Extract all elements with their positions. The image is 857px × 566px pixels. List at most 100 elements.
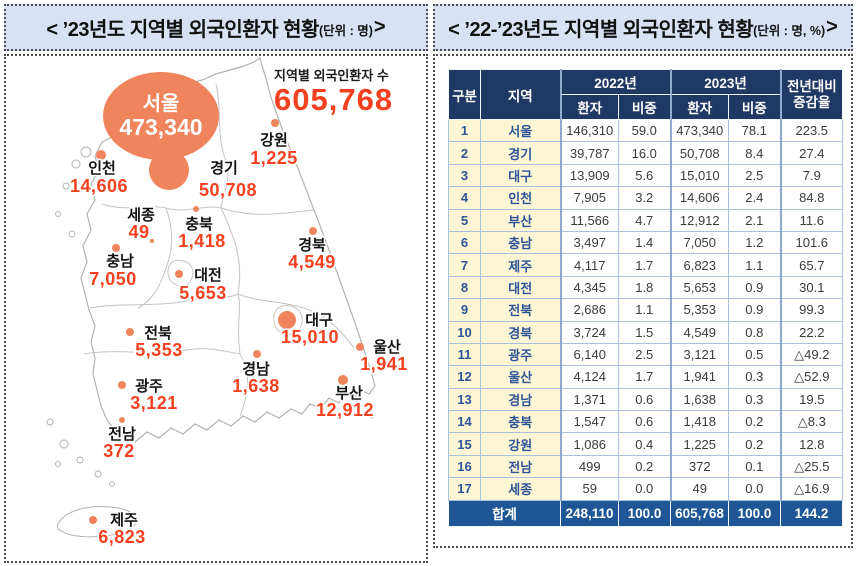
total-yoy: 144.2 — [780, 499, 844, 527]
region-dot-jeonnam — [119, 417, 125, 423]
region-name-chungbuk: 충북 — [185, 216, 213, 233]
share-2023: 0.2 — [728, 432, 782, 456]
region-name-jeonnam: 전남 — [108, 426, 136, 443]
yoy-change: △25.5 — [779, 454, 844, 479]
patients-2023: 50,708 — [669, 141, 730, 165]
patients-2022: 1,547 — [559, 410, 619, 434]
region-name: 대전 — [480, 275, 561, 300]
region-value-daejeon: 5,653 — [179, 283, 227, 303]
region-name-daegu: 대구 — [305, 312, 333, 329]
patients-2022: 3,497 — [559, 230, 619, 255]
header-patients-2022: 환자 — [559, 94, 619, 120]
region-name: 인천 — [480, 186, 561, 210]
patients-2022: 13,909 — [559, 163, 619, 188]
patients-2023: 5,653 — [669, 275, 730, 300]
yoy-change: △8.3 — [779, 410, 844, 434]
region-value-chungbuk: 1,418 — [178, 231, 226, 251]
patients-2022: 499 — [559, 454, 619, 479]
region-name-gwangju: 광주 — [135, 377, 163, 395]
table-row: 15 강원 1,086 0.4 1,225 0.2 12.8 — [448, 432, 844, 456]
yoy-change: 30.1 — [779, 275, 844, 300]
share-2023: 8.4 — [728, 141, 782, 165]
row-no: 1 — [448, 118, 481, 143]
region-dot-jeju — [89, 516, 97, 524]
yoy-change: 223.5 — [779, 118, 844, 143]
total-row: 합계 248,110 100.0 605,768 100.0 144.2 — [448, 499, 844, 527]
jeju-island — [56, 506, 137, 538]
row-no: 7 — [448, 253, 481, 277]
share-2023: 0.1 — [728, 454, 782, 479]
region-name: 경북 — [480, 320, 561, 344]
yoy-change: 27.4 — [779, 141, 844, 165]
patients-2022: 4,117 — [559, 253, 619, 277]
patients-2022: 4,124 — [559, 365, 619, 389]
share-2023: 78.1 — [728, 118, 782, 143]
table-row: 4 인천 7,905 3.2 14,606 2.4 84.8 — [448, 186, 844, 210]
patients-2023: 473,340 — [669, 118, 730, 143]
map-panel-title: < ’23년도 지역별 외국인환자 현황 (단위 : 명) > — [4, 4, 428, 51]
region-bubble-seoul — [103, 72, 219, 160]
region-dot-chungnam — [112, 244, 120, 252]
korea-map-container: 지역별 외국인환자 수 605,768 서울 473,340 경기 50,708 인천 1… — [4, 54, 428, 563]
share-2022: 5.6 — [617, 163, 672, 188]
region-value-chungnam: 7,050 — [89, 269, 137, 289]
header-patients-2023: 환자 — [669, 94, 730, 120]
total-patients-2022: 248,110 — [560, 499, 619, 527]
region-name-seoul: 서울 — [143, 92, 180, 115]
share-2022: 1.4 — [617, 230, 672, 255]
region-dot-gyeonggi — [149, 150, 189, 190]
share-2022: 0.2 — [617, 454, 672, 479]
region-name-chungnam: 충남 — [106, 253, 134, 270]
table-row: 11 광주 6,140 2.5 3,121 0.5 △49.2 — [448, 342, 844, 367]
patients-2023: 14,606 — [669, 186, 730, 210]
row-no: 8 — [448, 275, 481, 300]
share-2023: 0.2 — [728, 410, 782, 434]
region-name: 서울 — [480, 118, 561, 143]
row-no: 12 — [448, 365, 481, 389]
header-yoy: 전년대비 증감율 — [779, 69, 844, 120]
foreign-patient-bubble-map: 지역별 외국인환자 수 605,768 서울473,340경기50,708인천1… — [46, 57, 409, 549]
region-name-gyeonggi: 경기 — [210, 159, 238, 177]
region-value-busan: 12,912 — [316, 400, 374, 420]
row-no: 10 — [448, 320, 481, 344]
row-no: 4 — [448, 186, 481, 210]
patients-2022: 2,686 — [559, 298, 619, 322]
share-2023: 2.5 — [728, 163, 782, 188]
yoy-change: 99.3 — [779, 298, 844, 322]
region-value-gwangju: 3,121 — [130, 393, 178, 413]
region-value-gangwon: 1,225 — [250, 148, 298, 168]
share-2023: 0.9 — [728, 275, 782, 300]
region-name-gyeongnam: 경남 — [242, 360, 270, 378]
table-panel: < ’22-’23년도 지역별 외국인환자 현황 (단위 : 명, %) > 구분 … — [433, 4, 853, 548]
region-name: 충남 — [480, 230, 561, 255]
total-share-2022: 100.0 — [617, 499, 672, 527]
region-value-incheon: 14,606 — [70, 176, 128, 196]
patients-2022: 4,345 — [559, 275, 619, 300]
region-value-gyeonggi: 50,708 — [199, 180, 257, 200]
region-dot-busan — [338, 375, 348, 385]
patients-2022: 6,140 — [559, 342, 619, 367]
patients-2022: 1,086 — [559, 432, 619, 456]
patients-2022: 59 — [559, 477, 619, 501]
table-body: 1 서울 146,310 59.0 473,340 78.1 223.5 2 경기 39,787 1… — [448, 118, 844, 501]
header-region: 지역 — [480, 69, 561, 120]
region-dot-gangwon — [271, 119, 279, 127]
table-header: 구분 지역 2022년 2023년 전년대비 증감율 환자 비중 환자 비중 — [448, 69, 844, 120]
table-row: 6 충남 3,497 1.4 7,050 1.2 101.6 — [448, 230, 844, 255]
map-title-unit: (단위 : 명) — [318, 24, 373, 38]
region-dot-daejeon — [175, 270, 183, 278]
yoy-change: 22.2 — [779, 320, 844, 344]
share-2022: 3.2 — [617, 186, 672, 210]
table-row: 10 경북 3,724 1.5 4,549 0.8 22.2 — [448, 320, 844, 344]
region-name: 광주 — [480, 342, 561, 367]
yoy-change: 101.6 — [779, 230, 844, 255]
region-dot-gyeongnam — [253, 350, 261, 358]
table-row: 2 경기 39,787 16.0 50,708 8.4 27.4 — [448, 141, 844, 165]
share-2022: 2.5 — [617, 342, 672, 367]
patients-2022: 146,310 — [559, 118, 619, 143]
region-value-jeonbuk: 5,353 — [135, 340, 183, 360]
share-2023: 2.4 — [728, 186, 782, 210]
table-row: 8 대전 4,345 1.8 5,653 0.9 30.1 — [448, 275, 844, 300]
region-dot-jeonbuk — [126, 328, 134, 336]
region-name: 경남 — [480, 387, 561, 412]
